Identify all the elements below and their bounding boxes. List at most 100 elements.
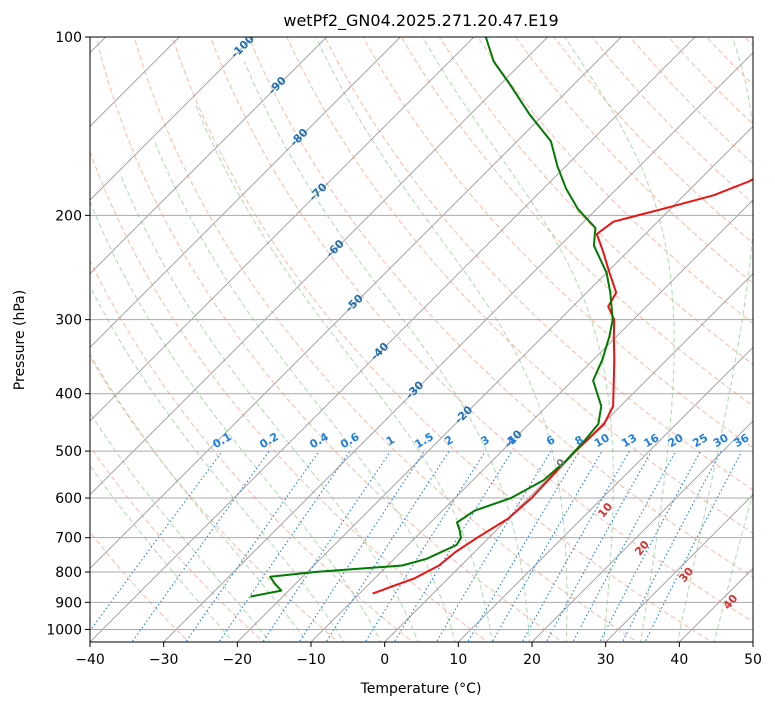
isotherm-label: -100 [228, 32, 257, 61]
isotherm-label: -90 [266, 74, 289, 97]
mixing-ratio-line [599, 450, 701, 642]
isotherm-line [678, 567, 753, 642]
isotherm-label: -30 [403, 378, 426, 401]
moist-adiabat-line [422, 37, 614, 642]
mixing-ratio-line [364, 450, 486, 642]
mixing-ratio-label: 0.4 [307, 430, 331, 451]
isotherm-line [605, 494, 753, 642]
mixing-ratio-line [185, 450, 320, 642]
x-tick-label: 20 [523, 652, 541, 668]
moist-adiabat-line [90, 285, 345, 642]
dry-adiabat-line [95, 37, 564, 642]
plot-frame [89, 36, 754, 643]
dry-adiabat-line [553, 37, 753, 244]
mixing-ratio-line [621, 450, 722, 642]
x-axis-label: Temperature (°C) [360, 681, 482, 697]
isotherm-label: -80 [287, 126, 310, 149]
dry-adiabat-line [133, 37, 638, 642]
y-tick-label: 1000 [46, 622, 82, 638]
isotherm-line [752, 641, 753, 642]
mixing-ratio-label: 3 [479, 433, 492, 448]
mixing-ratio-line [218, 450, 351, 642]
mixing-ratio-label: 1.5 [412, 430, 435, 451]
isotherm-label: -20 [452, 403, 475, 426]
mixing-ratio-line [131, 450, 270, 642]
dry-adiabat-line [477, 37, 753, 325]
isotherm-line [310, 199, 753, 642]
dry-adiabat-line [210, 37, 753, 623]
isotherm-line [90, 37, 549, 496]
isotherm-line [90, 37, 254, 201]
x-tick-label: −40 [75, 652, 105, 668]
mixing-ratio-line [262, 450, 392, 642]
dry-adiabat-line [362, 37, 753, 449]
mixing-ratio-label: 2 [442, 433, 455, 448]
isotherm-line [384, 273, 753, 642]
y-axis-label: Pressure (hPa) [12, 290, 28, 390]
mixing-ratio-line [90, 450, 223, 632]
y-axis: 1000 900 800 700 600 500 400 300 200 100 [46, 30, 90, 638]
isotherm-line [90, 37, 475, 422]
mixing-ratio-line [466, 450, 580, 642]
moist-adiabat-line [119, 173, 419, 642]
dry-adiabat-line [171, 37, 713, 642]
x-tick-label: 30 [597, 652, 615, 668]
mixing-ratio-label: 16 [641, 431, 661, 450]
y-tick-label: 100 [55, 30, 82, 46]
isotherm-label: -50 [343, 292, 366, 315]
y-tick-label: 500 [55, 444, 82, 460]
y-tick-label: 400 [55, 387, 82, 403]
moist-adiabat-label: 40 [721, 592, 741, 612]
isotherm-line [163, 52, 753, 642]
dry-adiabat-line [324, 37, 753, 491]
mixing-ratio-line [572, 450, 677, 642]
isotherm-line [90, 37, 622, 569]
x-tick-label: 40 [670, 652, 688, 668]
moist-adiabat-line [90, 464, 234, 642]
moist-adiabat-line [90, 353, 308, 642]
mixing-ratio-line [644, 450, 743, 642]
moist-adiabat-line [713, 490, 753, 642]
isotherm-line [90, 37, 401, 348]
dry-adiabat-line [706, 37, 753, 86]
isotherm-label: -60 [324, 237, 347, 260]
mixing-ratio-label: 36 [732, 431, 752, 450]
isotherm-line [531, 420, 753, 642]
mixing-ratio-label: 6 [544, 433, 557, 448]
temperature-profile-line [372, 177, 753, 595]
mixing-ratio-line [325, 450, 450, 642]
x-tick-label: −10 [296, 652, 326, 668]
profile-lines [250, 37, 753, 598]
dry-adiabat-line [90, 531, 190, 642]
isotherm-line [90, 37, 180, 127]
dry-adiabat-line [248, 37, 753, 578]
x-tick-label: 0 [380, 652, 389, 668]
moist-adiabat-label: 10 [595, 500, 615, 520]
y-tick-label: 700 [55, 531, 82, 547]
line-labels: -100-90-80-70-60-50-40-30-20-100.1 0.2 0.4… [210, 32, 752, 612]
y-tick-label: 600 [55, 491, 82, 507]
y-tick-label: 800 [55, 565, 82, 581]
moist-adiabat-label: 20 [632, 538, 652, 558]
chart-title: wetPf2_GN04.2025.271.20.47.E19 [283, 11, 558, 31]
dry-adiabat-line [744, 37, 753, 47]
dry-adiabat-line [90, 356, 339, 642]
mixing-ratio-label: 30 [711, 431, 731, 450]
isotherm-label: -40 [368, 340, 391, 363]
moist-adiabat-line [194, 104, 493, 642]
dry-adiabat-line [90, 445, 265, 642]
mixing-ratio-label: 0.2 [257, 430, 280, 451]
isotherm-line [457, 346, 753, 642]
mixing-ratio-label: 20 [666, 431, 686, 450]
background-lines [90, 37, 753, 642]
dry-adiabat-line [591, 37, 753, 204]
mixing-ratio-label: 13 [619, 431, 639, 450]
y-tick-label: 300 [55, 313, 82, 329]
x-axis: −40 −30 −20 −10 0 10 20 30 40 50 [75, 642, 762, 668]
mixing-ratio-line [393, 450, 513, 642]
dewpoint-profile-line [250, 37, 614, 598]
x-tick-label: −20 [223, 652, 253, 668]
y-tick-label: 200 [55, 208, 82, 224]
dry-adiabat-line [286, 37, 753, 534]
